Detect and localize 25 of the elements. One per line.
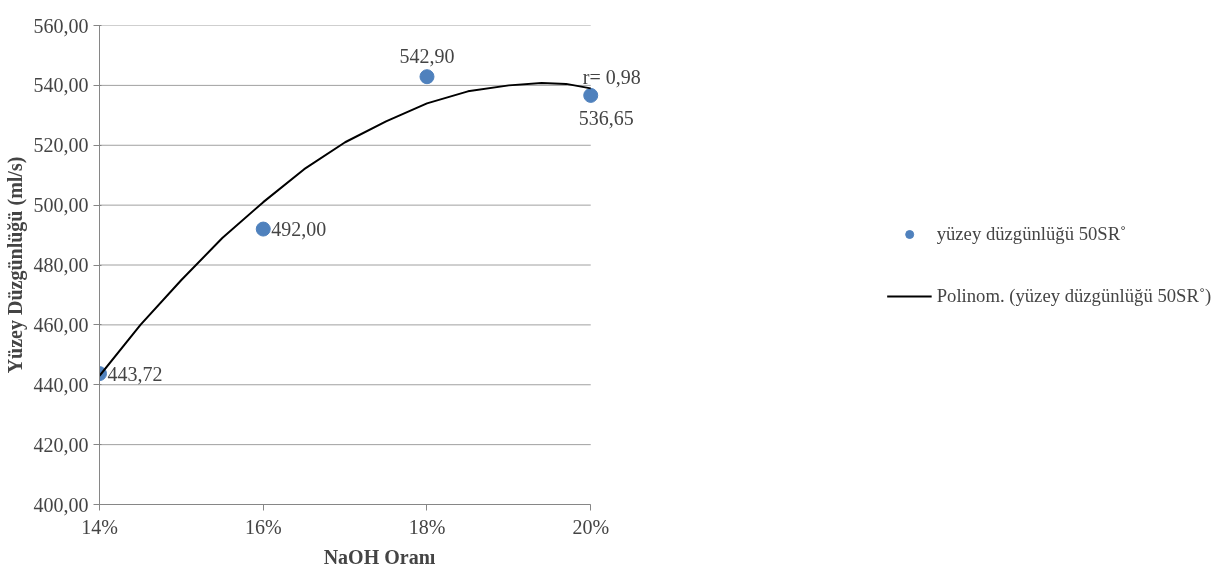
y-tick-label: 560,00 — [33, 14, 89, 37]
y-tick-label: 420,00 — [33, 433, 89, 456]
y-axis-title: Yüzey Düzgünlüğü (ml/s) — [3, 156, 27, 374]
y-tick-label: 460,00 — [33, 313, 89, 336]
data-label: 443,72 — [107, 362, 163, 385]
y-tick-label: 440,00 — [33, 373, 89, 396]
y-tick-label: 480,00 — [33, 254, 89, 276]
x-tick-label: 14% — [81, 515, 118, 538]
y-tick-label: 400,00 — [33, 493, 89, 516]
data-label: 492,00 — [271, 218, 327, 241]
legend-label: Polinom. (yüzey düzgünlüğü 50SR˚) — [936, 284, 1211, 307]
y-tick-label: 500,00 — [33, 194, 89, 217]
point — [419, 69, 435, 85]
point — [583, 87, 599, 103]
y-tick-label: 520,00 — [33, 134, 89, 157]
data-label: 536,65 — [578, 107, 634, 130]
annotation: r= 0,98 — [582, 65, 641, 88]
y-tick-label: 540,00 — [33, 74, 89, 97]
legend-label: yüzey düzgünlüğü 50SR˚ — [936, 222, 1127, 245]
data-label: 542,90 — [399, 44, 455, 67]
x-tick-label: 18% — [408, 515, 446, 538]
point — [255, 221, 271, 237]
x-axis-title: NaOH Oranı — [323, 545, 436, 568]
x-tick-label: 20% — [572, 515, 610, 538]
x-tick-label: 16% — [244, 515, 282, 538]
